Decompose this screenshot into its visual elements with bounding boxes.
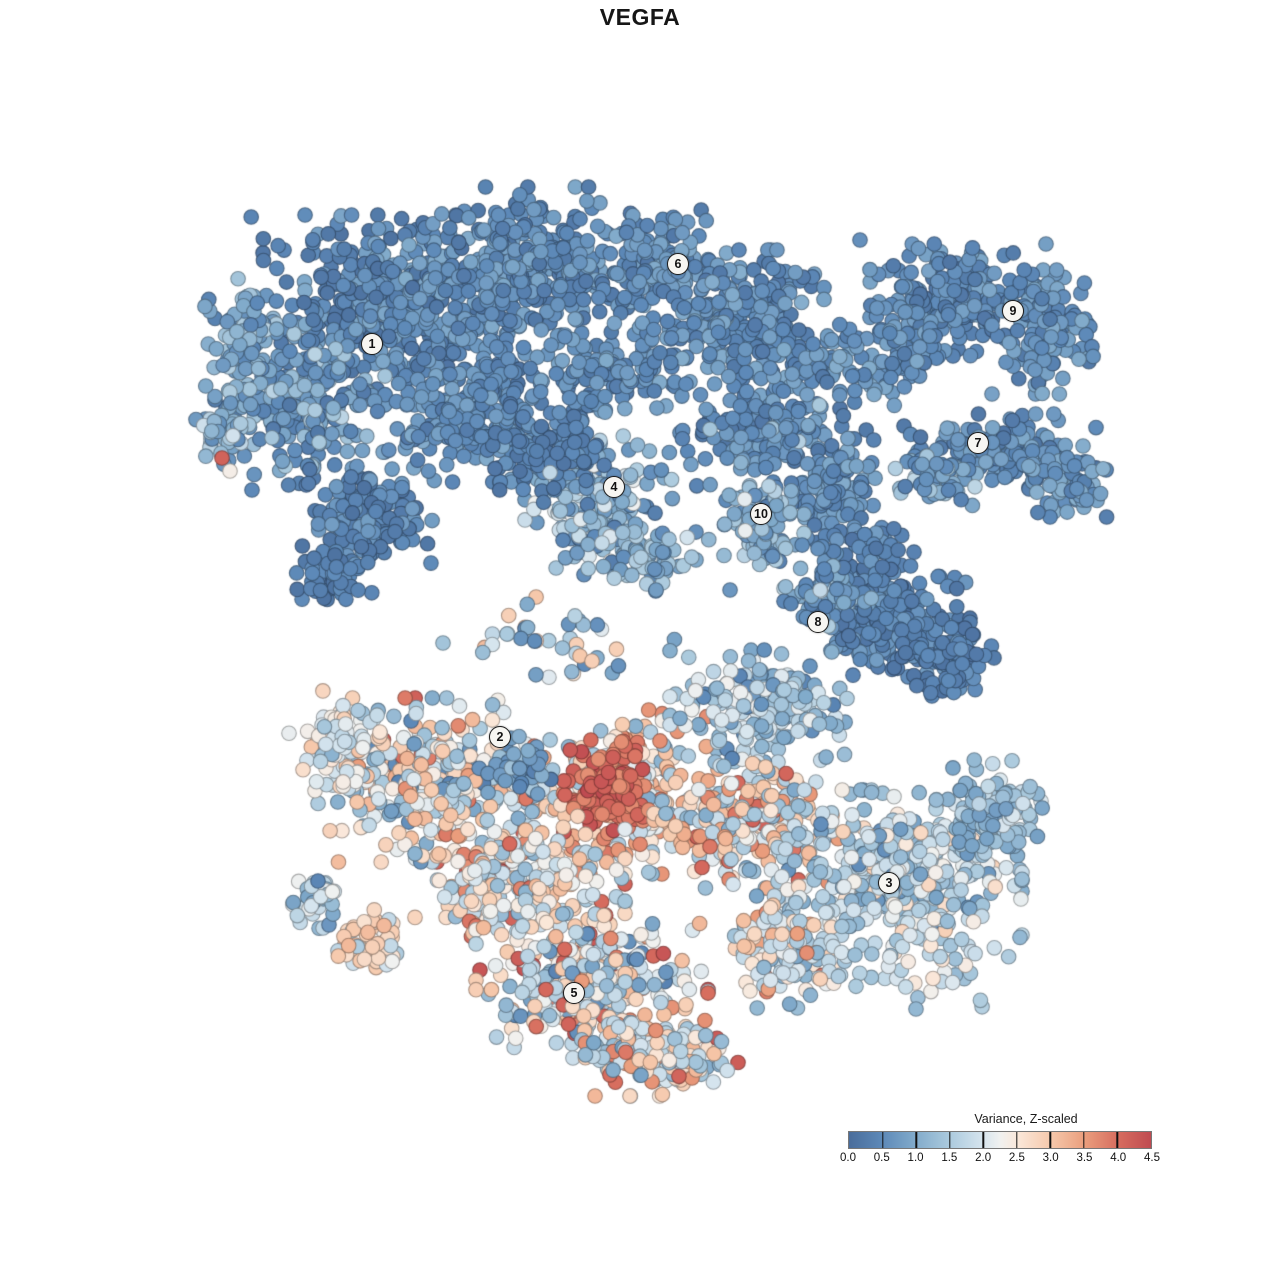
- colorbar-tick-label: 4.5: [1144, 1152, 1160, 1164]
- colorbar-tick: [1049, 1132, 1052, 1148]
- colorbar-tick: [1016, 1132, 1018, 1148]
- colorbar-tick-label: 1.0: [907, 1152, 924, 1164]
- cluster-label-3: 3: [878, 872, 900, 894]
- cluster-label-7: 7: [967, 432, 989, 454]
- colorbar-tick: [1083, 1132, 1085, 1148]
- colorbar-tick: [1116, 1132, 1119, 1148]
- colorbar-tick-label: 0.0: [840, 1152, 856, 1164]
- colorbar-legend: Variance, Z-scaled 0.0 0.5 1.0 1.5 2.0 2.5 3.0…: [840, 1112, 1160, 1168]
- cluster-label-8: 8: [807, 611, 829, 633]
- colorbar-tick: [982, 1132, 984, 1148]
- cluster-label-6: 6: [667, 253, 689, 275]
- cluster-label-10: 10: [750, 503, 772, 525]
- cluster-label-1: 1: [361, 333, 383, 355]
- colorbar-title: Variance, Z-scaled: [974, 1112, 1078, 1126]
- colorbar-tick-labels: 0.0 0.5 1.0 1.5 2.0 2.5 3.0 3.5 4.0 4.5: [840, 1152, 1160, 1168]
- colorbar-tick-label: 4.0: [1110, 1152, 1127, 1164]
- colorbar-tick-label: 1.5: [941, 1152, 958, 1164]
- cluster-label-2: 2: [489, 726, 511, 748]
- colorbar-tick-label: 2.0: [975, 1152, 992, 1164]
- colorbar-tick-label: 2.5: [1008, 1152, 1025, 1164]
- cluster-label-4: 4: [603, 476, 625, 498]
- colorbar-tick-label: 0.5: [873, 1152, 890, 1164]
- colorbar-tick-label: 3.5: [1076, 1152, 1093, 1164]
- cluster-label-5: 5: [563, 982, 585, 1004]
- colorbar-gradient: [848, 1131, 1152, 1149]
- colorbar-tick-label: 3.0: [1042, 1152, 1059, 1164]
- colorbar-tick: [881, 1132, 884, 1148]
- colorbar-tick: [915, 1132, 917, 1148]
- colorbar-tick: [948, 1132, 951, 1148]
- cluster-label-9: 9: [1002, 300, 1024, 322]
